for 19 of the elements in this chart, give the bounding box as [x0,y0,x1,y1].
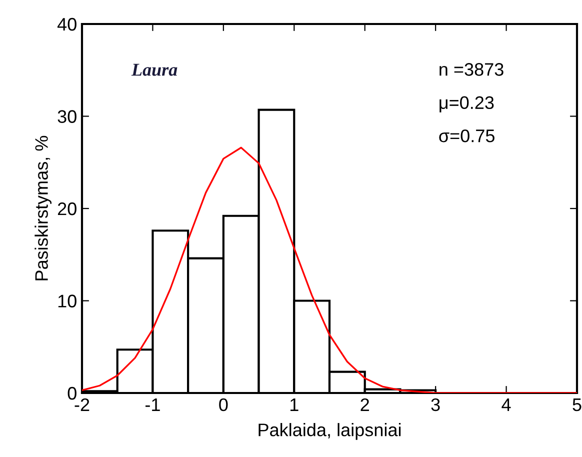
y-tick-label: 10 [58,294,76,308]
y-tick-label: 0 [68,386,76,400]
annotation: Laura [131,64,178,76]
x-tick-label: 4 [502,398,511,411]
y-axis-title: Pasiskirstymas, % [34,136,52,280]
y-tick-label: 40 [57,18,76,31]
x-tick-label: -1 [145,398,160,411]
x-tick-label: 0 [219,398,228,412]
y-tick-label: 20 [58,202,76,216]
x-tick-label: 2 [360,398,369,411]
x-axis-title: Paklaida, laipsniai [258,423,401,440]
x-tick-label: 1 [290,398,298,411]
x-tick-label: 3 [431,398,440,412]
y-tick-label: 30 [58,110,76,123]
annotation: σ=0.75 [439,129,494,142]
x-tick-label: -2 [74,398,90,411]
annotation: μ=0.23 [440,96,494,112]
annotation: n =3873 [440,63,504,76]
x-tick-label: 5 [572,398,582,412]
